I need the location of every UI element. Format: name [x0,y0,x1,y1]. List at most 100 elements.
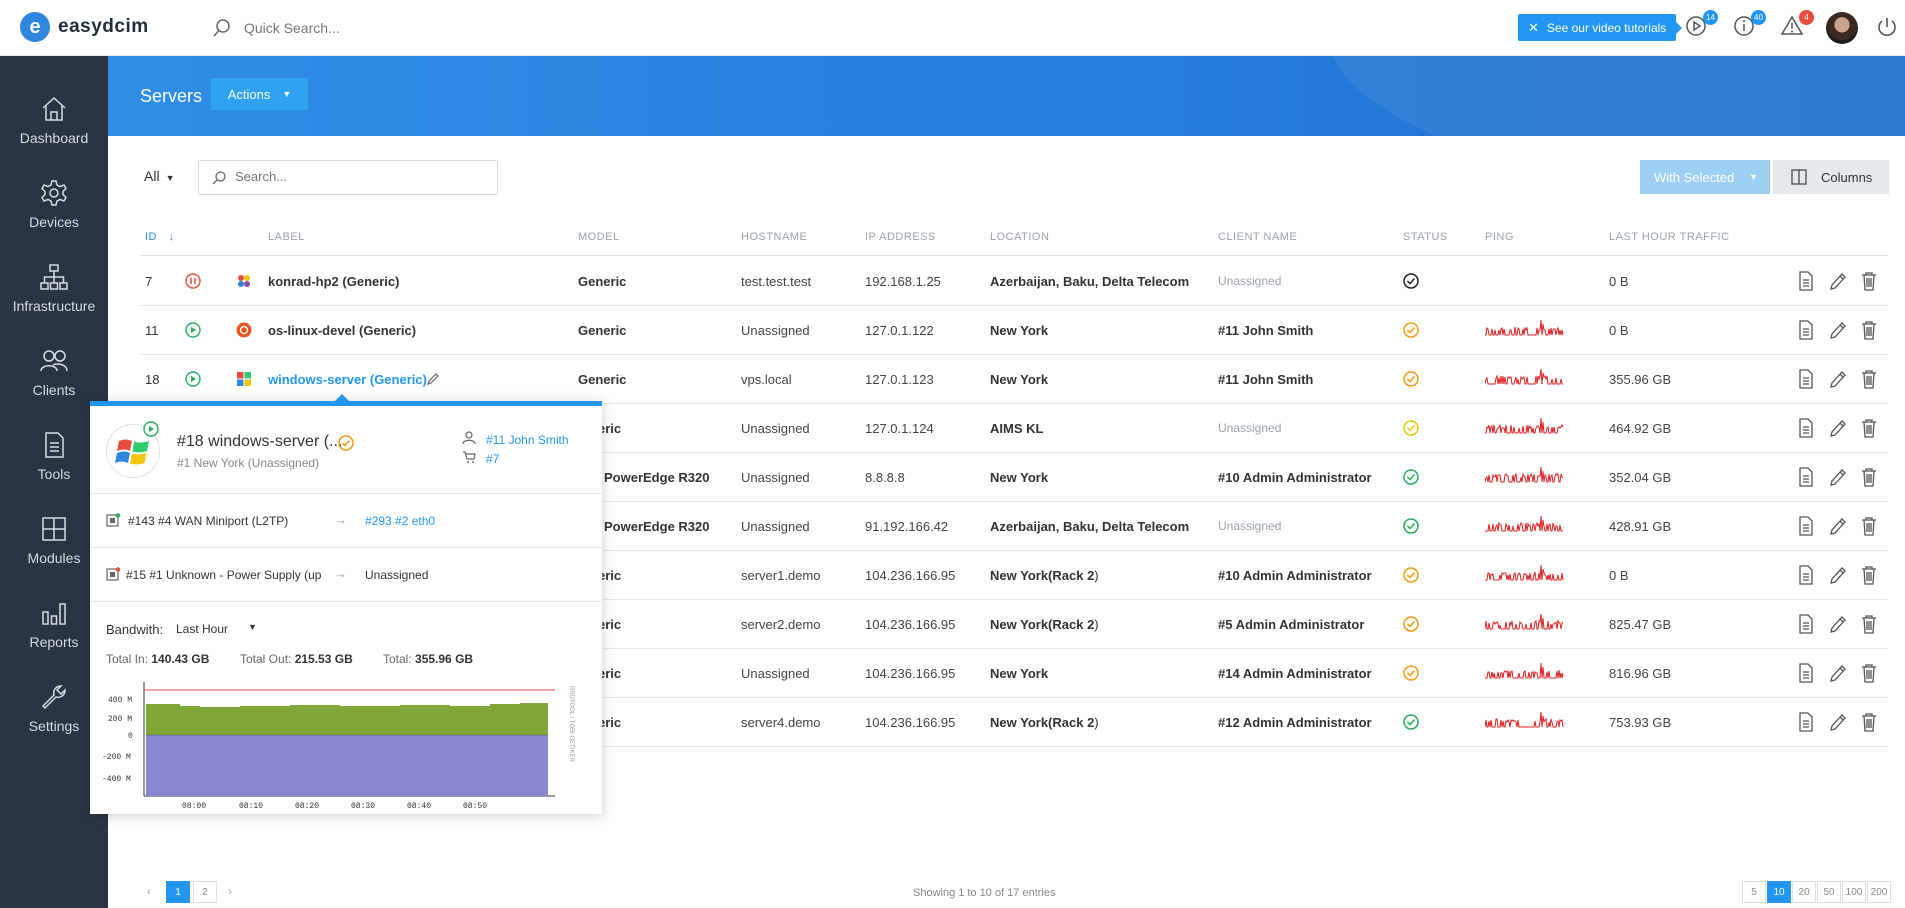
details-icon[interactable] [1797,565,1815,585]
pencil-icon[interactable] [426,372,440,386]
edit-icon[interactable] [1829,565,1847,585]
column-header-ping[interactable]: PING [1485,231,1514,243]
status-check-icon [1403,665,1419,681]
delete-icon[interactable] [1860,369,1878,389]
port-1-target-link[interactable]: #293 #2 eth0 [365,514,436,528]
delete-icon[interactable] [1860,516,1878,536]
details-icon[interactable] [1797,516,1815,536]
edit-icon[interactable] [1829,369,1847,389]
cell-label-link[interactable]: os-linux-devel (Generic) [268,323,417,338]
page-size-option[interactable]: 10 [1767,881,1791,903]
edit-icon[interactable] [1829,467,1847,487]
details-icon[interactable] [1797,418,1815,438]
table-row[interactable]: eric Unassigned 127.0.1.124 AIMS KL Unassign… [140,404,1888,453]
column-header-ip-address[interactable]: IP ADDRESS [865,231,936,243]
table-row[interactable]: eric server4.demo 104.236.166.95 New York(R… [140,698,1888,747]
table-search-input[interactable] [235,169,485,184]
table-row[interactable]: PowerEdge R320 Unassigned 91.192.166.42 Aze… [140,502,1888,551]
page-size-option[interactable]: 100 [1842,881,1866,903]
details-icon[interactable] [1797,663,1815,683]
power-paused-icon[interactable] [185,273,201,289]
sidebar-item-reports[interactable]: Reports [0,582,108,666]
sidebar-item-modules[interactable]: Modules [0,498,108,582]
details-icon[interactable] [1797,320,1815,340]
column-header-hostname[interactable]: HOSTNAME [741,231,808,243]
delete-icon[interactable] [1860,614,1878,634]
table-row[interactable]: eric server1.demo 104.236.166.95 New York(R… [140,551,1888,600]
alerts-button[interactable]: 4 [1780,10,1814,40]
column-header-id[interactable]: ID ↓ [145,231,175,243]
table-search[interactable] [198,160,498,195]
edit-icon[interactable] [1829,712,1847,732]
table-row[interactable]: eric Unassigned 104.236.166.95 New York #14 … [140,649,1888,698]
details-icon[interactable] [1797,712,1815,732]
app-logo[interactable]: e easydcim [20,12,149,42]
table-row[interactable]: 7 konrad-hp2 (Generic) Generic test.test.te… [140,257,1888,306]
power-icon[interactable] [1876,16,1898,38]
details-icon[interactable] [1797,271,1815,291]
power-on-icon[interactable] [185,322,201,338]
details-icon[interactable] [1797,614,1815,634]
edit-icon[interactable] [1829,614,1847,634]
quick-search-input[interactable] [244,16,544,40]
table-row[interactable]: PowerEdge R320 Unassigned 8.8.8.8 New York #… [140,453,1888,502]
filter-dropdown[interactable]: All ▼ [144,168,174,184]
delete-icon[interactable] [1860,565,1878,585]
edit-icon[interactable] [1829,516,1847,536]
cell-label-link[interactable]: konrad-hp2 (Generic) [268,274,400,289]
power-on-icon[interactable] [185,371,201,387]
sidebar-item-tools[interactable]: Tools [0,414,108,498]
page-button-2[interactable]: 2 [193,881,217,903]
user-avatar[interactable] [1826,12,1858,44]
details-icon[interactable] [1797,467,1815,487]
column-header-location[interactable]: LOCATION [990,231,1050,243]
sidebar-item-clients[interactable]: Clients [0,330,108,414]
cell-ip-address: 91.192.166.42 [865,519,949,534]
table-row[interactable]: 18 windows-server (Generic) Generic vps.loc… [140,355,1888,404]
delete-icon[interactable] [1860,320,1878,340]
edit-icon[interactable] [1829,663,1847,683]
bandwidth-range-select[interactable]: Last Hour ▼ [176,622,266,636]
edit-icon[interactable] [1829,271,1847,291]
details-icon[interactable] [1797,369,1815,389]
edit-icon[interactable] [1829,320,1847,340]
page-size-option[interactable]: 50 [1817,881,1841,903]
table-row[interactable]: 11 os-linux-devel (Generic) Generic Unassig… [140,306,1888,355]
chevron-right-icon[interactable]: › [228,884,232,898]
video-tutorials-button[interactable]: ✕ See our video tutorials [1518,14,1682,41]
page-size-option[interactable]: 200 [1867,881,1891,903]
column-header-model[interactable]: MODEL [578,231,620,243]
sidebar-item-infrastructure[interactable]: Infrastructure [0,246,108,330]
with-selected-button[interactable]: With Selected ▼ [1640,160,1770,194]
page-size-option[interactable]: 5 [1742,881,1766,903]
delete-icon[interactable] [1860,467,1878,487]
column-header-status[interactable]: STATUS [1403,231,1448,243]
popover-client-link[interactable]: #11 John Smith [486,433,569,447]
page-button-1[interactable]: 1 [166,881,190,903]
cell-last-hour-traffic: 0 B [1609,568,1629,583]
page-size-option[interactable]: 20 [1792,881,1816,903]
actions-dropdown-button[interactable]: Actions ▼ [211,78,308,110]
power-on-icon [143,421,159,437]
ping-sparkline [1485,369,1563,385]
popover-order-link[interactable]: #7 [486,452,500,466]
column-header-last-hour-traffic[interactable]: LAST HOUR TRAFFIC [1609,231,1730,243]
chevron-left-icon[interactable]: ‹ [147,884,151,898]
video-play-button[interactable]: 14 [1684,10,1718,40]
sidebar-item-settings[interactable]: Settings [0,666,108,750]
table-row[interactable]: eric server2.demo 104.236.166.95 New York(R… [140,600,1888,649]
sidebar-item-dashboard[interactable]: Dashboard [0,78,108,162]
search-icon[interactable] [212,18,232,38]
cell-label-link[interactable]: windows-server (Generic) [268,372,427,387]
close-icon[interactable]: ✕ [1528,19,1539,35]
edit-icon[interactable] [1829,418,1847,438]
delete-icon[interactable] [1860,663,1878,683]
delete-icon[interactable] [1860,712,1878,732]
column-header-client-name[interactable]: CLIENT NAME [1218,231,1298,243]
delete-icon[interactable] [1860,418,1878,438]
columns-button[interactable]: Columns [1773,160,1889,194]
sidebar-item-devices[interactable]: Devices [0,162,108,246]
delete-icon[interactable] [1860,271,1878,291]
info-button[interactable]: 40 [1732,10,1766,40]
column-header-label[interactable]: LABEL [268,231,305,243]
